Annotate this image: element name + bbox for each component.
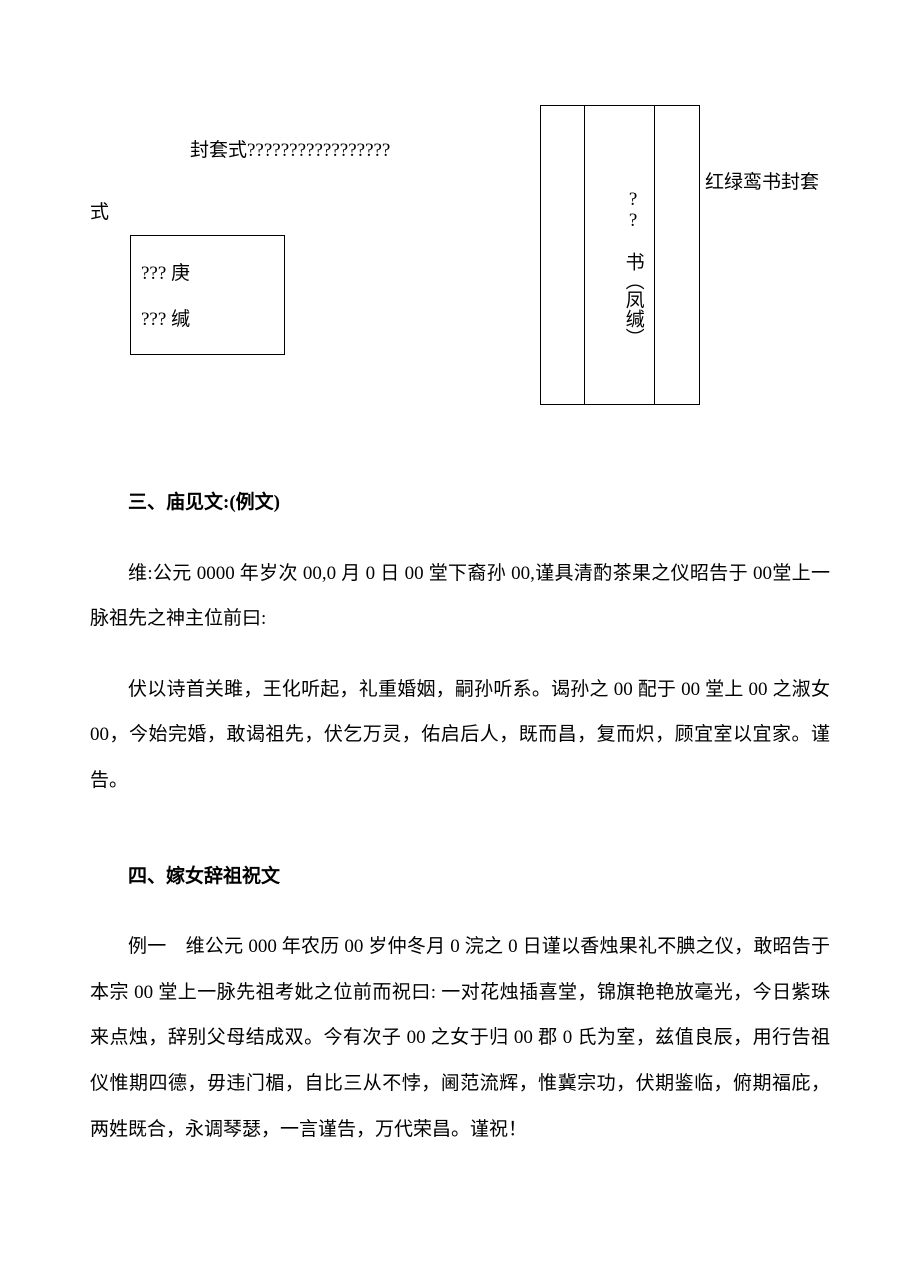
section3-p2: 伏以诗首关雎，王化听起，礼重婚姻，嗣孙听系。谒孙之 00 配于 00 堂上 00…	[90, 667, 830, 804]
shi-char: 式	[90, 190, 109, 236]
small-box-row1: ??? 庚	[141, 251, 274, 297]
vbox-left-col	[541, 106, 585, 404]
vbox-mid-col: ?? 书（凤缄）	[585, 106, 654, 404]
small-geng-box: ??? 庚 ??? 缄	[130, 235, 285, 355]
vbox-right-col	[655, 106, 699, 404]
small-box-row2: ??? 缄	[141, 297, 274, 343]
envelope-style-label: 封套式?????????????????	[190, 128, 390, 174]
section3-heading: 三、庙见文:(例文)	[90, 480, 830, 526]
section4-p1: 例一 维公元 000 年农历 00 岁仲冬月 0 浣之 0 日谨以香烛果礼不腆之…	[90, 924, 830, 1152]
envelope-suffix-label: 红绿鸾书封套	[705, 160, 819, 206]
section4-heading: 四、嫁女辞祖祝文	[90, 854, 830, 900]
section3-p1: 维:公元 0000 年岁次 00,0 月 0 日 00 堂下裔孙 00,谨具清酌…	[90, 551, 830, 642]
vertical-envelope-box: ?? 书（凤缄）	[540, 105, 700, 405]
